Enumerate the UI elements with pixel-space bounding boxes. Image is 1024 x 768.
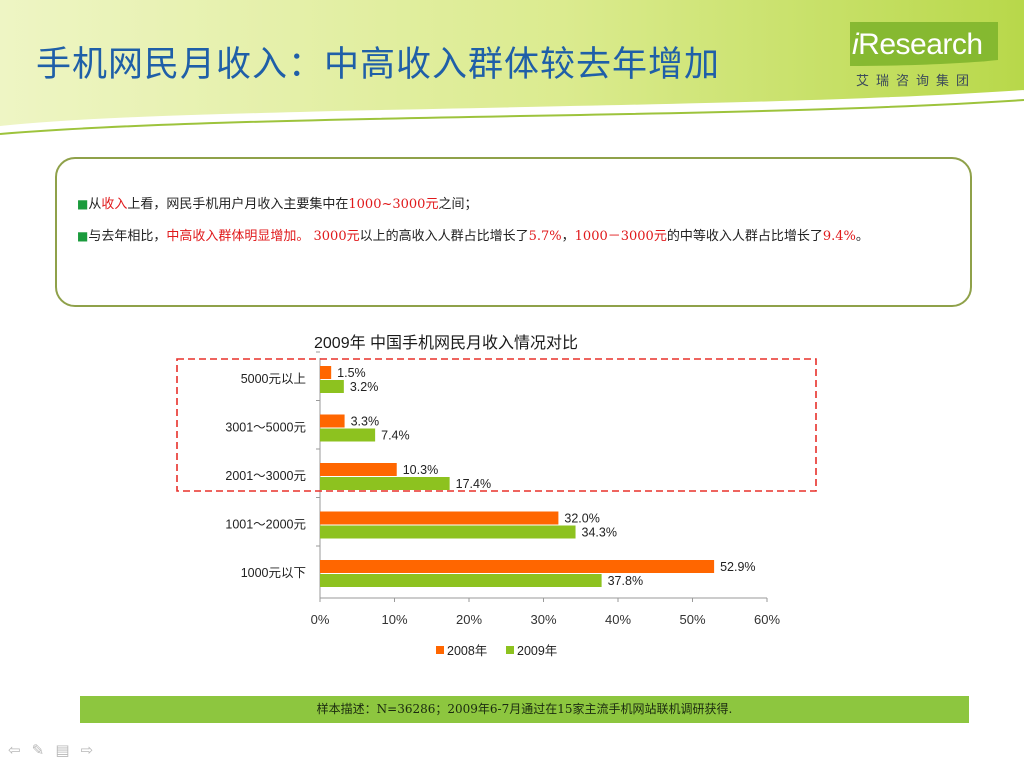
- category-label: 1000元以下: [241, 566, 306, 580]
- b1-d: 1000~3000元: [348, 197, 439, 212]
- pen-icon[interactable]: ✎: [31, 741, 45, 759]
- category-label: 1001～2000元: [225, 518, 306, 532]
- bullet-square-icon: ■: [77, 197, 89, 211]
- x-tick-label: 40%: [605, 612, 631, 627]
- legend-label: 2009年: [517, 644, 557, 658]
- b2-i: 9.4%: [822, 229, 856, 244]
- slide-title: 手机网民月收入：中高收入群体较去年增加: [36, 45, 721, 85]
- data-label: 7.4%: [381, 429, 410, 443]
- b1-b: 收入: [101, 197, 128, 212]
- x-tick-label: 20%: [456, 612, 482, 627]
- highlight-frame: [176, 358, 817, 492]
- bar-2008: [320, 511, 559, 525]
- sample-description-bar: 样本描述：N=36286；2009年6-7月通过在15家主流手机网站联机调研获得…: [80, 696, 969, 723]
- header-background: [0, 0, 1024, 135]
- b2-j: 。: [855, 229, 869, 244]
- bar-2009: [320, 380, 344, 393]
- summary-box: ■从收入上看，网民手机用户月收入主要集中在1000~3000元之间； ■与去年相…: [55, 157, 972, 307]
- income-bar-chart: 2009年 中国手机网民月收入情况对比 0% 10% 20% 30% 40% 50% 60% 5…: [176, 334, 817, 658]
- logo-subtitle: 艾瑞咨询集团: [856, 74, 977, 89]
- b2-e: 5.7%: [528, 229, 562, 244]
- legend-label: 2008年: [447, 644, 487, 658]
- bullet-square-icon: ■: [77, 229, 89, 243]
- bar-2009: [320, 428, 376, 442]
- category-label: 2001～3000元: [225, 469, 306, 483]
- data-label: 52.9%: [720, 560, 755, 574]
- data-label: 10.3%: [403, 463, 438, 477]
- b2-a: 与去年相比，: [88, 229, 167, 244]
- bar-2008: [320, 366, 332, 379]
- menu-icon[interactable]: ▤: [55, 741, 70, 759]
- b2-c: 3000元: [309, 229, 360, 244]
- b2-b: 中高收入群体明显增加。: [166, 229, 310, 244]
- chart-title: 2009年 中国手机网民月收入情况对比: [314, 334, 578, 352]
- b1-c: 上看，网民手机用户月收入主要集中在: [127, 197, 349, 212]
- summary-bullet-1: ■从收入上看，网民手机用户月收入主要集中在1000~3000元之间；: [77, 193, 946, 216]
- b2-d: 以上的高收入人群占比增长了: [359, 229, 529, 244]
- data-label: 34.3%: [582, 526, 617, 540]
- data-label: 3.2%: [350, 380, 379, 394]
- logo-brand-i: i: [852, 28, 859, 61]
- legend-swatch: [506, 646, 514, 654]
- bar-2009: [320, 477, 450, 490]
- category-label: 3001～5000元: [225, 421, 306, 435]
- bar-2009: [320, 525, 576, 539]
- category-label: 5000元以上: [241, 372, 306, 386]
- iresearch-logo: iResearch 艾瑞咨询集团: [852, 24, 1002, 94]
- x-tick-label: 10%: [381, 612, 407, 627]
- x-tick-label: 60%: [754, 612, 780, 627]
- b1-a: 从: [88, 197, 102, 212]
- legend-swatch: [436, 646, 444, 654]
- prev-arrow-icon[interactable]: ⇦: [8, 741, 21, 759]
- b2-h: 的中等收入人群占比增长了: [666, 229, 823, 244]
- x-tick-label: 0%: [311, 612, 330, 627]
- data-label: 1.5%: [337, 366, 366, 380]
- b2-f: ，: [561, 229, 575, 244]
- b2-g: 1000－3000元: [574, 229, 667, 244]
- data-label: 32.0%: [564, 512, 599, 526]
- bar-2008: [320, 414, 345, 428]
- logo-brand-text: Research: [858, 28, 983, 61]
- b1-e: 之间；: [438, 197, 478, 212]
- bar-2008: [320, 560, 715, 573]
- bar-2009: [320, 574, 602, 587]
- data-label: 3.3%: [351, 415, 380, 429]
- next-arrow-icon[interactable]: ⇨: [80, 741, 94, 759]
- x-tick-label: 50%: [679, 612, 705, 627]
- data-label: 37.8%: [608, 574, 643, 588]
- bar-2008: [320, 463, 397, 476]
- summary-bullet-2: ■与去年相比，中高收入群体明显增加。 3000元以上的高收入人群占比增长了5.7…: [77, 225, 946, 248]
- x-tick-label: 30%: [530, 612, 556, 627]
- slide-nav[interactable]: ⇦ ✎ ▤ ⇨: [8, 740, 99, 759]
- data-label: 17.4%: [456, 477, 491, 491]
